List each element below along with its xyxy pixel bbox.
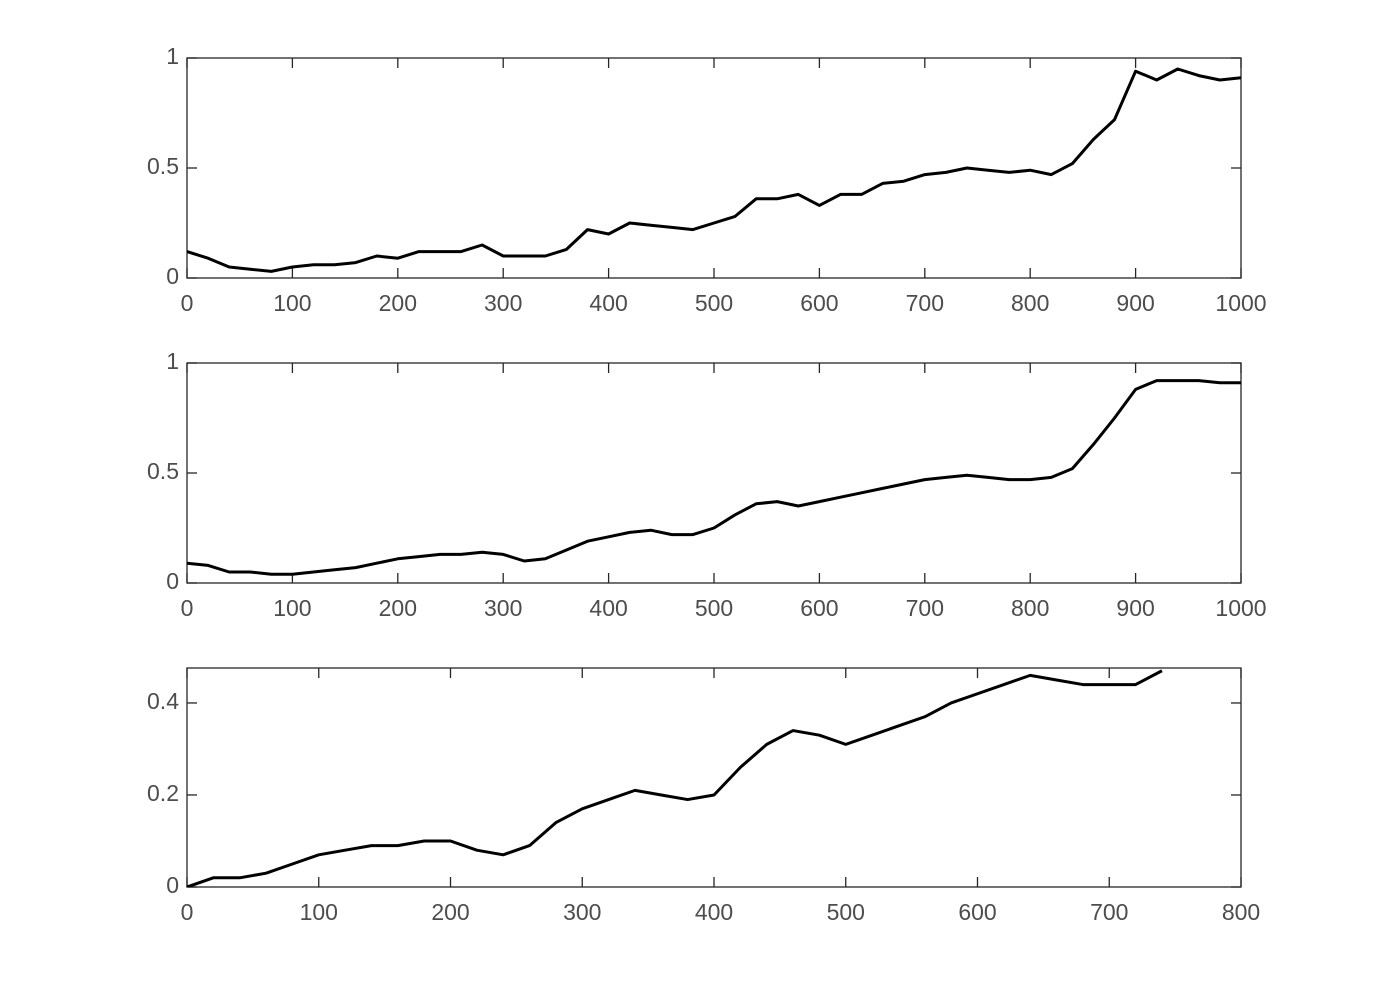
subplot: 0 100 200 300 400 500 600 700 800 900 1000 0 0.5 1 bbox=[147, 348, 1267, 621]
x-tick-label: 100 bbox=[273, 595, 311, 621]
x-tick-label: 500 bbox=[695, 290, 733, 316]
axes-box bbox=[186, 667, 1242, 888]
x-tick-label: 700 bbox=[906, 595, 944, 621]
x-tick-label: 700 bbox=[906, 290, 944, 316]
x-tick-label: 400 bbox=[589, 595, 627, 621]
x-tick-label: 600 bbox=[958, 899, 996, 925]
axes-box bbox=[186, 57, 1242, 279]
y-tick-label: 0 bbox=[166, 568, 179, 594]
subplot: 0 100 200 300 400 500 600 700 800 900 1000 0 0.5 1 bbox=[147, 43, 1267, 316]
x-tick-label: 100 bbox=[273, 290, 311, 316]
x-tick-label: 300 bbox=[563, 899, 601, 925]
x-tick-label: 300 bbox=[484, 290, 522, 316]
x-tick-label: 300 bbox=[484, 595, 522, 621]
x-tick-label: 100 bbox=[300, 899, 338, 925]
x-tick-label: 200 bbox=[431, 899, 469, 925]
x-tick-label: 500 bbox=[827, 899, 865, 925]
x-tick-label: 0 bbox=[181, 290, 194, 316]
x-tick-label: 800 bbox=[1011, 290, 1049, 316]
axes-box bbox=[186, 362, 1242, 584]
y-tick-label: 0 bbox=[166, 263, 179, 289]
y-tick-label: 0.4 bbox=[147, 688, 179, 714]
y-tick-label: 0.2 bbox=[147, 780, 179, 806]
x-tick-label: 900 bbox=[1116, 290, 1154, 316]
x-tick-label: 600 bbox=[800, 290, 838, 316]
y-tick-label: 0.5 bbox=[147, 458, 179, 484]
data-line bbox=[187, 379, 1241, 576]
x-tick-label: 900 bbox=[1116, 595, 1154, 621]
x-tick-label: 400 bbox=[589, 290, 627, 316]
x-tick-label: 0 bbox=[181, 899, 194, 925]
y-tick-label: 1 bbox=[166, 348, 179, 374]
x-tick-label: 700 bbox=[1090, 899, 1128, 925]
x-tick-label: 200 bbox=[379, 595, 417, 621]
x-tick-label: 500 bbox=[695, 595, 733, 621]
x-tick-label: 800 bbox=[1011, 595, 1049, 621]
x-tick-label: 800 bbox=[1222, 899, 1260, 925]
data-line bbox=[187, 67, 1241, 273]
subplot: 0 100 200 300 400 500 600 700 800 0 0.2 0.4 bbox=[147, 667, 1260, 925]
x-tick-label: 1000 bbox=[1215, 595, 1266, 621]
data-line bbox=[187, 669, 1163, 887]
x-tick-label: 1000 bbox=[1215, 290, 1266, 316]
x-tick-label: 400 bbox=[695, 899, 733, 925]
y-tick-label: 1 bbox=[166, 43, 179, 69]
x-tick-label: 200 bbox=[379, 290, 417, 316]
y-tick-label: 0 bbox=[166, 872, 179, 898]
y-tick-label: 0.5 bbox=[147, 153, 179, 179]
x-tick-label: 0 bbox=[181, 595, 194, 621]
x-tick-label: 600 bbox=[800, 595, 838, 621]
